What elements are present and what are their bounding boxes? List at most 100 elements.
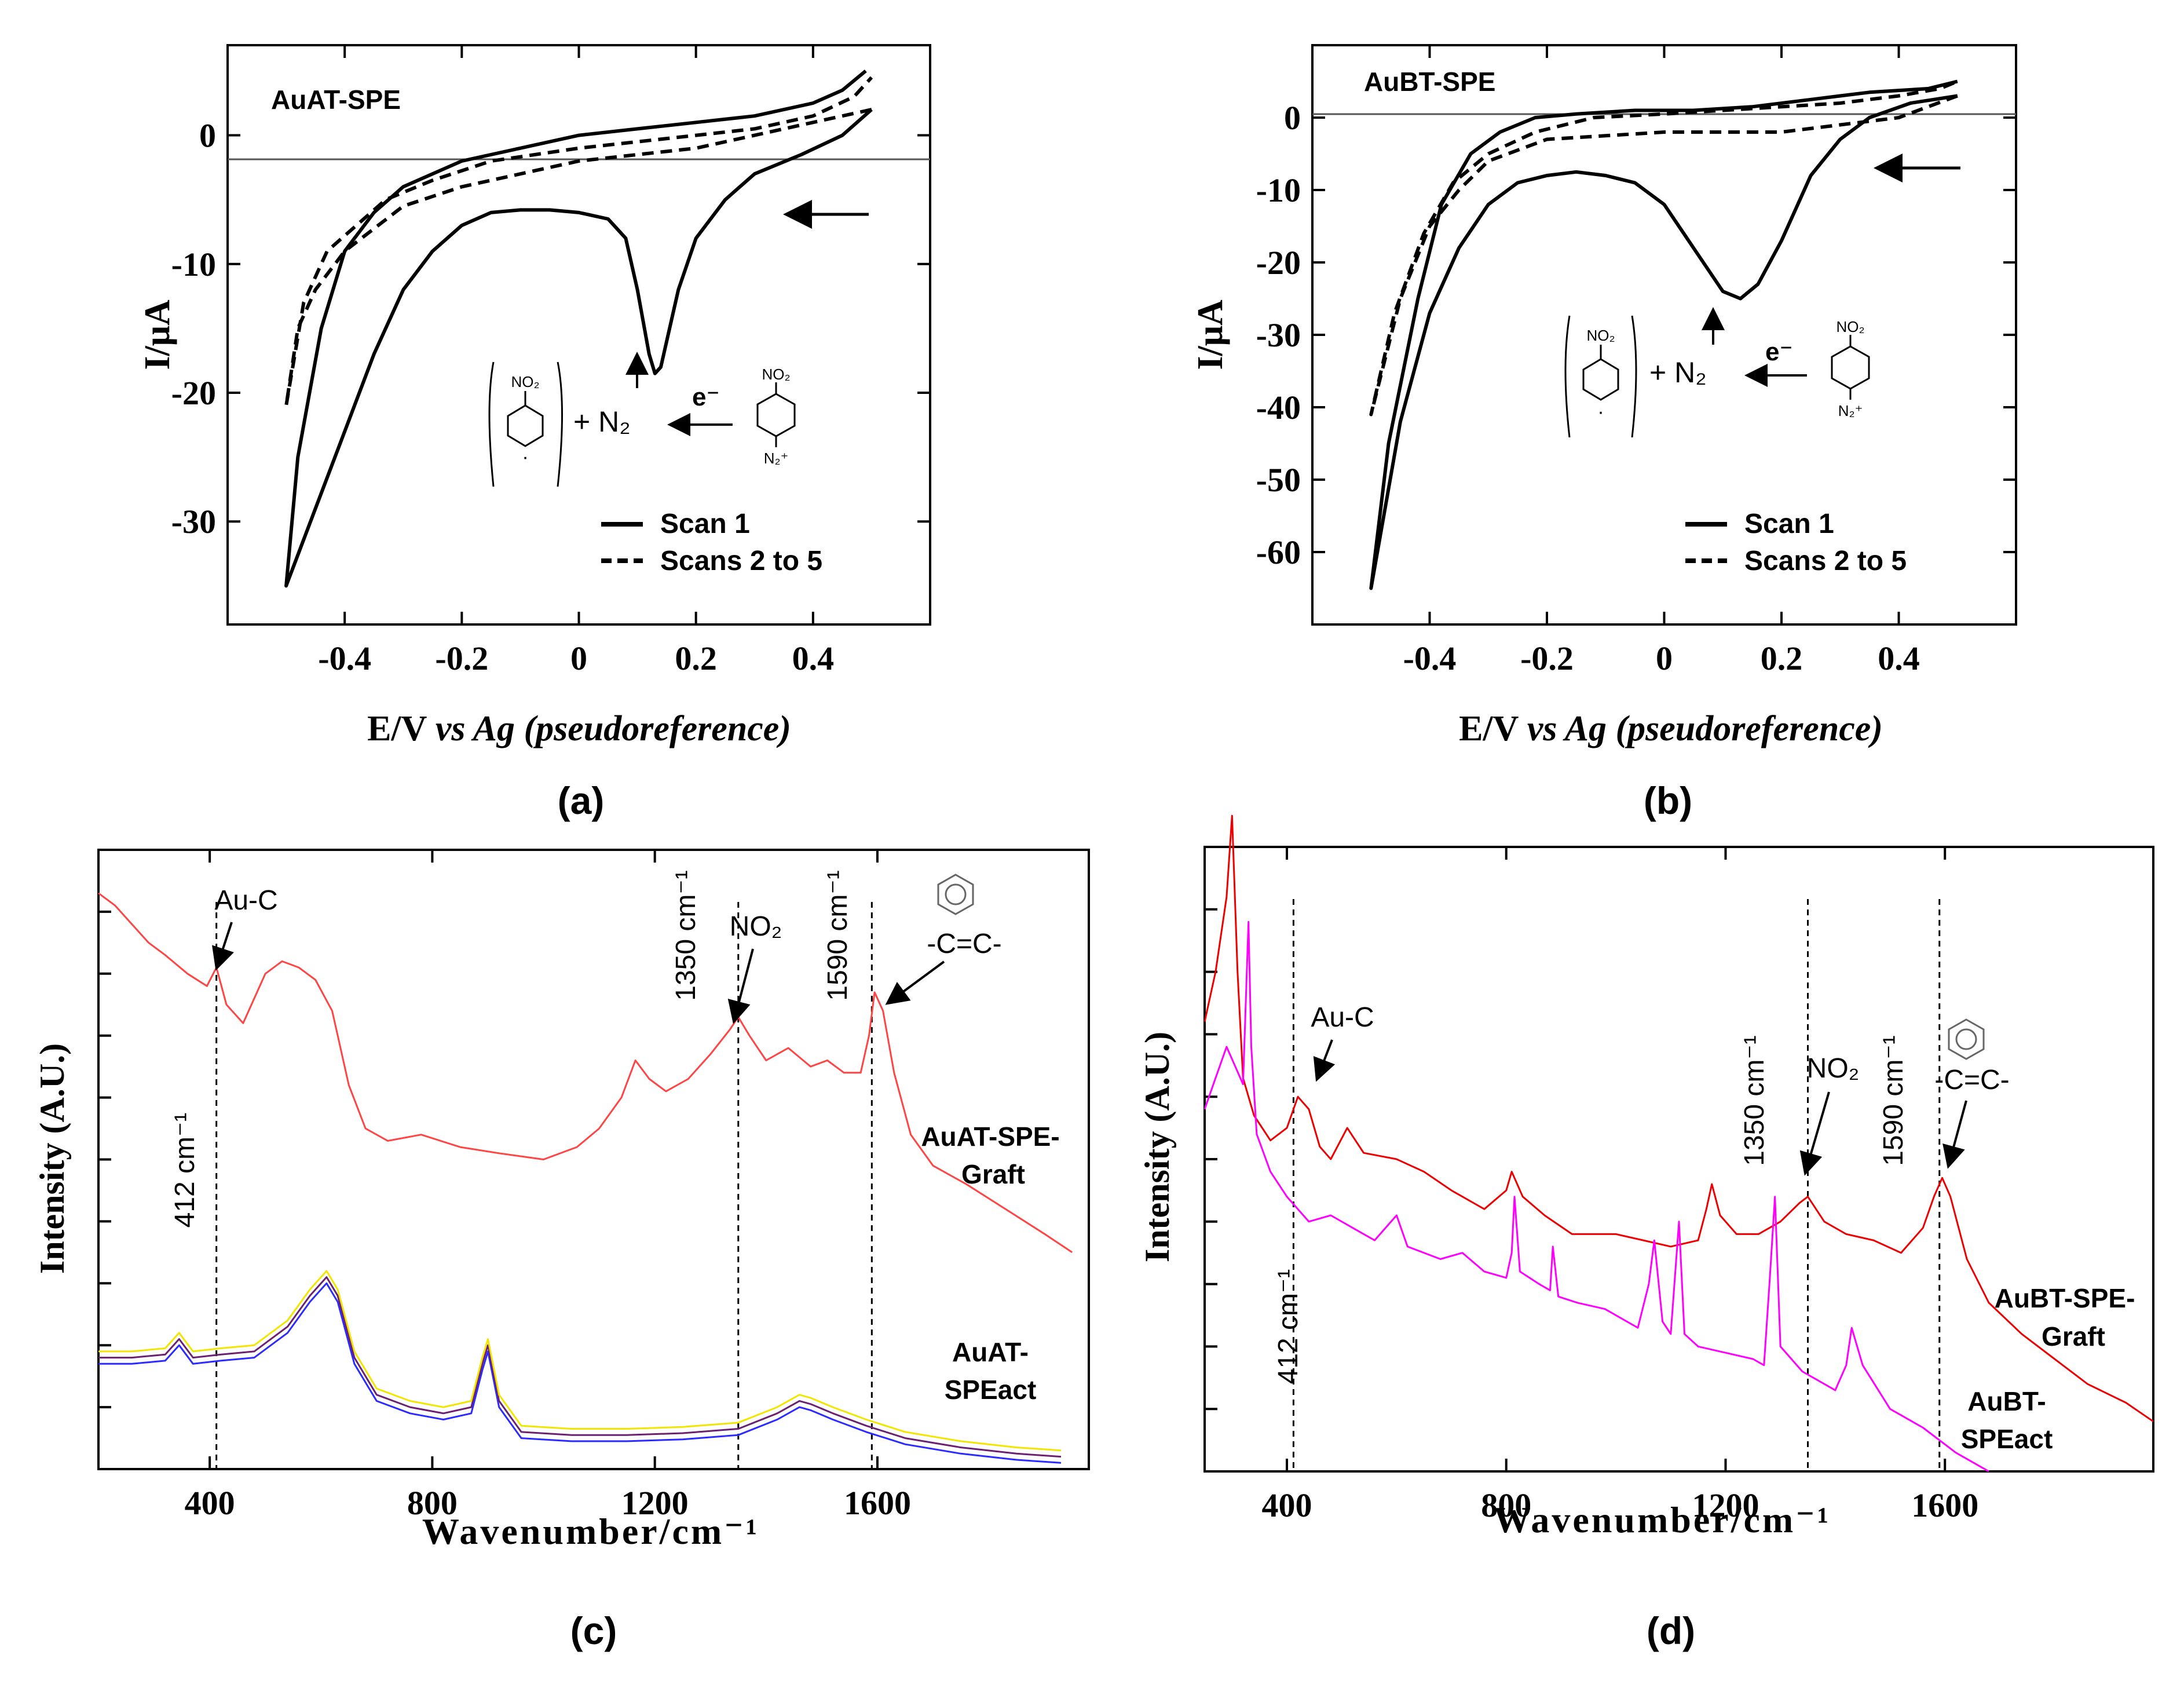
panel-b-radical-ring xyxy=(1582,358,1619,401)
panel-c-benzene-icon xyxy=(937,874,974,915)
panel-a-bracket-left xyxy=(488,361,495,487)
panel-b-xtick-label: -0.2 xyxy=(1520,640,1574,677)
panel-b-series-scans-2-to-5 xyxy=(1369,79,1958,417)
panel-a-legend: Scan 1 Scans 2 to 5 xyxy=(601,509,822,576)
panel-b-bracket-left xyxy=(1564,315,1571,438)
panel-c-1350-label: 1350 cm⁻¹ xyxy=(671,870,701,1000)
panel-c-cc-label: -C=C- xyxy=(927,929,1001,959)
panel-a-diazonium-ring xyxy=(756,393,796,437)
panel-b-legend-scan1: Scan 1 xyxy=(1744,509,1834,539)
panel-b-xtick-label: 0.2 xyxy=(1761,640,1803,677)
panel-a-ytick-label: -10 xyxy=(171,246,216,283)
panel-c-no2-arrow xyxy=(727,948,754,1024)
panel-c-act-label-2: SPEact xyxy=(945,1375,1037,1405)
panel-b-ticks: -0.4 -0.2 0 0.2 0.4 -60 -50 -40 -30 -20 -10 0 xyxy=(1256,45,2016,677)
panel-a-ytick-label: 0 xyxy=(199,117,216,155)
panel-a-xtick-label: 0.4 xyxy=(792,640,835,677)
panel-c-412-label: 412 cm⁻¹ xyxy=(170,1113,200,1228)
panel-b-diazonium-ring xyxy=(1831,345,1870,390)
panel-c-benzene-ring-icon xyxy=(945,883,967,905)
panel-b-product: + N₂ xyxy=(1649,356,1707,389)
panel-a-ytick-label: -30 xyxy=(171,503,216,540)
panel-a-xtick-label: 0.2 xyxy=(675,640,717,677)
panel-d-cc-arrow xyxy=(1942,1100,1967,1169)
panel-b-ytick-label: 0 xyxy=(1284,99,1301,137)
panel-a-ticks: -0.4 -0.2 0 0.2 0.4 -30 -20 -10 0 xyxy=(171,45,930,677)
panel-b-reaction-scheme: NO₂ · + N₂ e⁻ NO₂ N₂⁺ xyxy=(1564,307,1870,438)
panel-b-xtick-label: 0.4 xyxy=(1878,640,1920,677)
panel-d-series-aubt-speact xyxy=(1203,920,1989,1473)
panel-a-series-scans-2-to-5 xyxy=(284,76,873,408)
panel-b-diazonium-bottom: N₂⁺ xyxy=(1838,402,1863,419)
panel-d-benzene-ring-icon xyxy=(1955,1028,1977,1050)
panel-d-xtick-label: 1600 xyxy=(1911,1486,1978,1524)
panel-b-label: (b) xyxy=(1644,779,1692,822)
panel-d-xtick-label: 1200 xyxy=(1692,1486,1759,1524)
panel-b-ytick-label: -10 xyxy=(1256,171,1301,209)
panel-b: AuBT-SPE -0.4 -0.2 0 0.2 0.4-60-50-40-30-20-… xyxy=(1191,44,2017,822)
panel-b-xtick-label: 0 xyxy=(1656,640,1673,677)
panel-b-legend: Scan 1 Scans 2 to 5 xyxy=(1685,509,1907,576)
panel-a-radical-group: NO₂ xyxy=(511,373,539,390)
panel-b-title: AuBT-SPE xyxy=(1364,67,1495,97)
panel-c-graft-label-1: AuAT-SPE- xyxy=(921,1122,1059,1152)
panel-d-y-label: Intensity (A.U.) xyxy=(1138,1032,1176,1262)
panel-a-product: + N₂ xyxy=(573,406,631,438)
panel-c-y-label: Intensity (A.U.) xyxy=(33,1043,71,1274)
panel-d-graft-label-1: AuBT-SPE- xyxy=(1995,1283,2135,1313)
panel-d-412-label: 412 cm⁻¹ xyxy=(1273,1269,1304,1385)
panel-d-au-c-arrow xyxy=(1313,1039,1336,1082)
panel-a: AuAT-SPE -0.4 -0.2 0 0.2 0.4-30-20-100 I/μA … xyxy=(138,44,931,822)
panel-a-diazonium-top: NO₂ xyxy=(762,366,790,383)
panel-c-series-auat-spe-graft xyxy=(98,892,1073,1254)
panel-d: 400 800 1200 1600 Intensity (A.U.) Wavenumb… xyxy=(1138,814,2154,1652)
panel-a-diazonium-bottom: N₂⁺ xyxy=(764,450,789,467)
panel-b-legend-scans: Scans 2 to 5 xyxy=(1744,546,1907,576)
panel-d-cc-label: -C=C- xyxy=(1934,1065,2009,1095)
panel-c-1590-label: 1590 cm⁻¹ xyxy=(822,870,853,1000)
panel-d-1350-label: 1350 cm⁻¹ xyxy=(1739,1035,1770,1166)
panel-a-xtick-label: -0.2 xyxy=(435,640,488,677)
panel-b-ytick-label: -60 xyxy=(1256,534,1301,571)
panel-a-legend-scans: Scans 2 to 5 xyxy=(660,546,822,576)
panel-d-act-label-1: AuBT- xyxy=(1967,1386,2046,1416)
panel-d-frame xyxy=(1203,846,2154,1473)
panel-a-xtick-label: -0.4 xyxy=(318,640,371,677)
panel-c-series-auat-speact-purple- xyxy=(98,1276,1062,1458)
panel-d-benzene-icon xyxy=(1948,1018,1985,1060)
panel-d-ticks: 400 800 1200 1600 xyxy=(1205,847,1978,1524)
panel-c: 400 800 1200 1600 Intensity (A.U.) Wavenumb… xyxy=(33,849,1090,1652)
panel-a-series-scan-1 xyxy=(284,70,873,588)
panel-b-radical-dot: · xyxy=(1597,401,1604,423)
panel-a-bracket-right xyxy=(557,361,563,487)
panel-c-no2-label: NO₂ xyxy=(730,911,782,942)
panel-c-ticks: 400 800 1200 1600 xyxy=(98,850,911,1522)
panel-b-ytick-label: -20 xyxy=(1256,244,1301,282)
panel-a-reaction-scheme: NO₂ · + N₂ e⁻ NO₂ N₂⁺ xyxy=(488,352,796,487)
panel-d-no2-label: NO₂ xyxy=(1807,1053,1860,1084)
panel-d-label: (d) xyxy=(1647,1609,1695,1652)
panel-b-diazonium-top: NO₂ xyxy=(1836,318,1864,335)
panel-c-act-label-1: AuAT- xyxy=(952,1337,1029,1367)
panel-d-x-label: Wavenumber/cm⁻¹ xyxy=(1494,1499,1831,1540)
panel-a-y-label: I/μA xyxy=(138,299,177,370)
panel-c-au-c-label: Au-C xyxy=(214,885,277,916)
panel-d-xtick-label: 800 xyxy=(1481,1486,1531,1524)
panel-b-ytick-label: -50 xyxy=(1256,461,1301,499)
panel-c-label: (c) xyxy=(570,1609,617,1652)
panel-c-xtick-label: 1600 xyxy=(844,1484,911,1522)
panel-a-ytick-label: -20 xyxy=(171,374,216,412)
panel-c-x-label: Wavenumber/cm⁻¹ xyxy=(422,1511,759,1552)
panel-b-lines xyxy=(1369,79,1958,590)
panel-c-xtick-label: 400 xyxy=(185,1484,235,1522)
panel-b-ytick-label: -30 xyxy=(1256,316,1301,354)
panel-d-series-aubt-spe-graft xyxy=(1203,814,2154,1423)
panel-b-xtick-label: -0.4 xyxy=(1403,640,1457,677)
panel-d-xtick-label: 400 xyxy=(1262,1486,1312,1524)
panel-a-xtick-label: 0 xyxy=(570,640,587,677)
panel-a-x-label: E/V vs Ag (pseudoreference) xyxy=(367,709,791,748)
panel-c-graft-label-2: Graft xyxy=(961,1159,1025,1189)
panel-a-legend-scan1: Scan 1 xyxy=(660,509,750,539)
panel-a-radical-ring xyxy=(507,404,544,447)
